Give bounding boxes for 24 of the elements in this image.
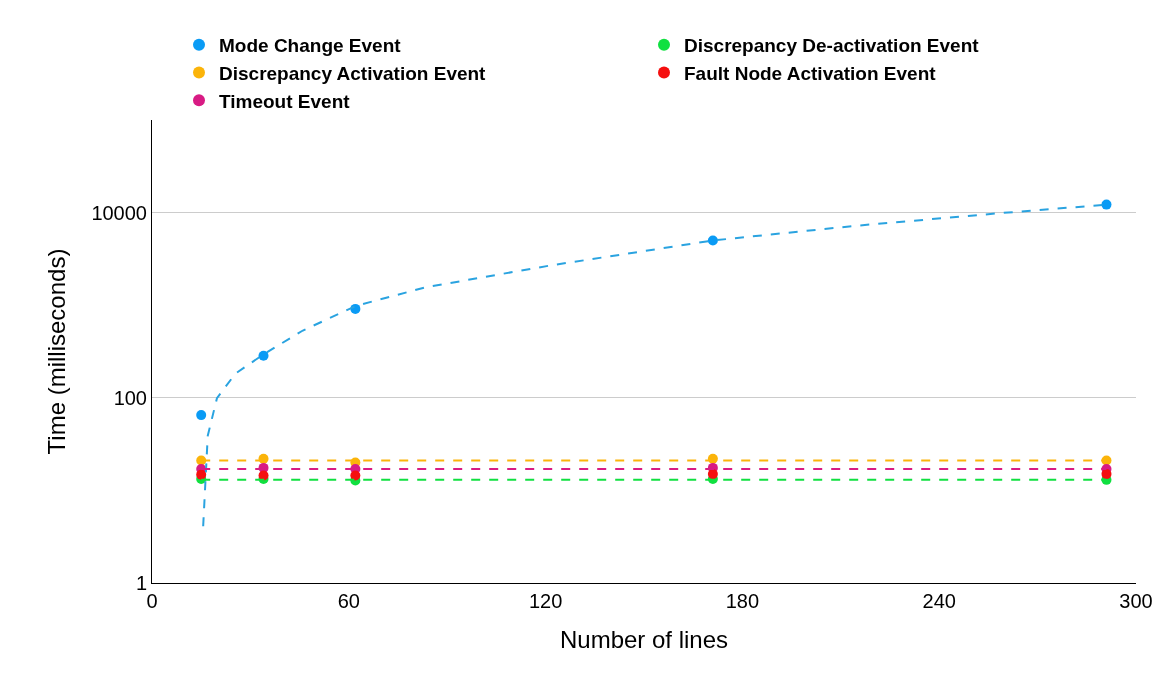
x-tick-label: 300 bbox=[1119, 590, 1153, 612]
x-axis-title: Number of lines bbox=[559, 626, 729, 654]
x-tick-label: 180 bbox=[725, 590, 760, 612]
x-tick-label: 240 bbox=[922, 590, 956, 612]
y-tick-label: 100 bbox=[113, 386, 147, 409]
y-axis-title: Time (milliseconds) bbox=[43, 248, 71, 455]
x-tick-label: 0 bbox=[146, 590, 158, 612]
point bbox=[707, 469, 718, 480]
legend-label: Discrepancy Activation Event bbox=[219, 62, 487, 84]
point bbox=[1101, 199, 1112, 210]
legend-label: Fault Node Activation Event bbox=[684, 62, 937, 84]
legend-label: Discrepancy De-activation Event bbox=[684, 35, 980, 57]
point bbox=[258, 350, 269, 361]
x-tick-label: 120 bbox=[528, 590, 563, 612]
y-tick-label: 10000 bbox=[91, 201, 147, 224]
legend-label: Timeout Event bbox=[219, 90, 351, 112]
point bbox=[350, 470, 361, 481]
x-tick-label: 60 bbox=[337, 590, 360, 612]
point bbox=[196, 410, 207, 421]
point bbox=[707, 235, 718, 246]
legend-label: Mode Change Event bbox=[219, 35, 402, 57]
y-tick-label: 1 bbox=[135, 572, 147, 594]
point bbox=[1101, 469, 1112, 480]
point bbox=[196, 469, 207, 480]
